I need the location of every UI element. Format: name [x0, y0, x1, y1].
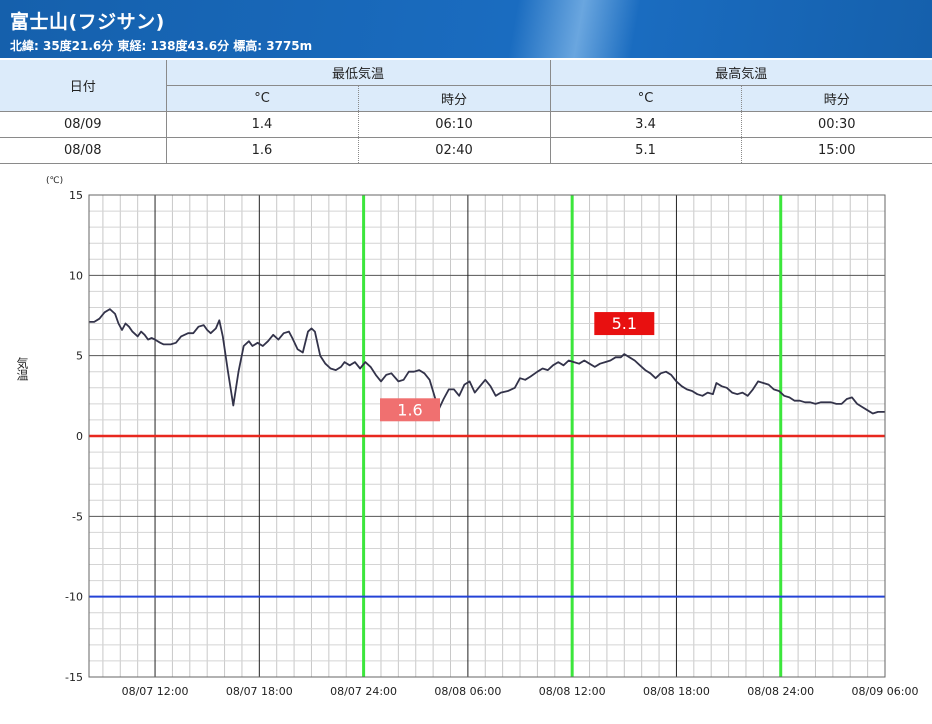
row-max-temp: 3.4	[549, 111, 742, 138]
y-axis-label: 気温	[15, 356, 29, 381]
max-temp-header: 最高気温	[549, 60, 932, 86]
x-tick-label: 08/08 18:00	[643, 685, 710, 698]
y-tick-label: 0	[76, 430, 83, 443]
x-tick-label: 08/07 18:00	[226, 685, 293, 698]
max-time-header: 時分	[740, 85, 932, 112]
y-tick-label: 15	[69, 189, 83, 202]
min-time-header: 時分	[357, 85, 551, 112]
min-unit-header: °C	[166, 85, 359, 112]
table-row: 08/08 1.6 02:40 5.1 15:00	[0, 137, 932, 164]
y-tick-label: -5	[72, 510, 83, 523]
row-min-time: 02:40	[357, 137, 551, 164]
y-tick-label: 10	[69, 269, 83, 282]
min-temp-header: 最低気温	[165, 60, 551, 86]
temperature-line	[89, 308, 885, 415]
row-max-temp: 5.1	[549, 137, 742, 164]
annotations: 5.1 1.6	[380, 312, 655, 422]
y-tick-label: -15	[65, 671, 83, 684]
row-min-temp: 1.4	[165, 111, 359, 138]
x-tick-label: 08/07 24:00	[330, 685, 397, 698]
x-tick-label: 08/07 12:00	[122, 685, 189, 698]
annotation-box	[594, 312, 655, 336]
y-tick-label: 5	[76, 350, 83, 363]
station-location: 北緯: 35度21.6分 東経: 138度43.6分 標高: 3775m	[10, 39, 313, 53]
row-max-time: 15:00	[740, 137, 932, 164]
y-unit-label: (℃)	[46, 176, 63, 186]
row-min-time: 06:10	[357, 111, 551, 138]
axes: 15 10 5 0 -5 -10 -15 08/07 12:00 08/07 18:00 08/0…	[65, 189, 918, 698]
max-unit-header: °C	[549, 85, 742, 112]
temperature-summary-table: 日付 最低気温 最高気温 °C 時分 °C 時分 08/09 1.4 06:10…	[0, 60, 932, 164]
station-header: 富士山(フジサン) 北緯: 35度21.6分 東経: 138度43.6分 標高:…	[0, 0, 932, 58]
row-date: 08/08	[0, 137, 167, 164]
annotation-label: 5.1	[612, 314, 637, 333]
table-header-row: 日付 最低気温 最高気温	[0, 60, 932, 112]
x-tick-label: 08/08 24:00	[747, 685, 814, 698]
station-title: 富士山(フジサン)	[10, 11, 165, 33]
date-header: 日付	[0, 60, 167, 112]
reference-lines	[89, 195, 885, 677]
table-row: 08/09 1.4 06:10 3.4 00:30	[0, 111, 932, 138]
annotation-label: 1.6	[397, 400, 422, 419]
plot-border	[88, 194, 886, 678]
row-min-temp: 1.6	[165, 137, 359, 164]
x-tick-label: 08/08 12:00	[539, 685, 606, 698]
row-max-time: 00:30	[740, 111, 932, 138]
x-tick-label: 08/08 06:00	[434, 685, 501, 698]
x-tick-label: 08/09 06:00	[852, 685, 919, 698]
y-tick-label: -10	[65, 591, 83, 604]
annotation-box	[380, 398, 441, 422]
row-date: 08/09	[0, 111, 167, 138]
temperature-chart: 5.1 1.6 15 10 5 0 -5 -10 -15 08/07 12:00 08/07 18…	[15, 176, 918, 698]
temperature-series	[89, 308, 885, 415]
